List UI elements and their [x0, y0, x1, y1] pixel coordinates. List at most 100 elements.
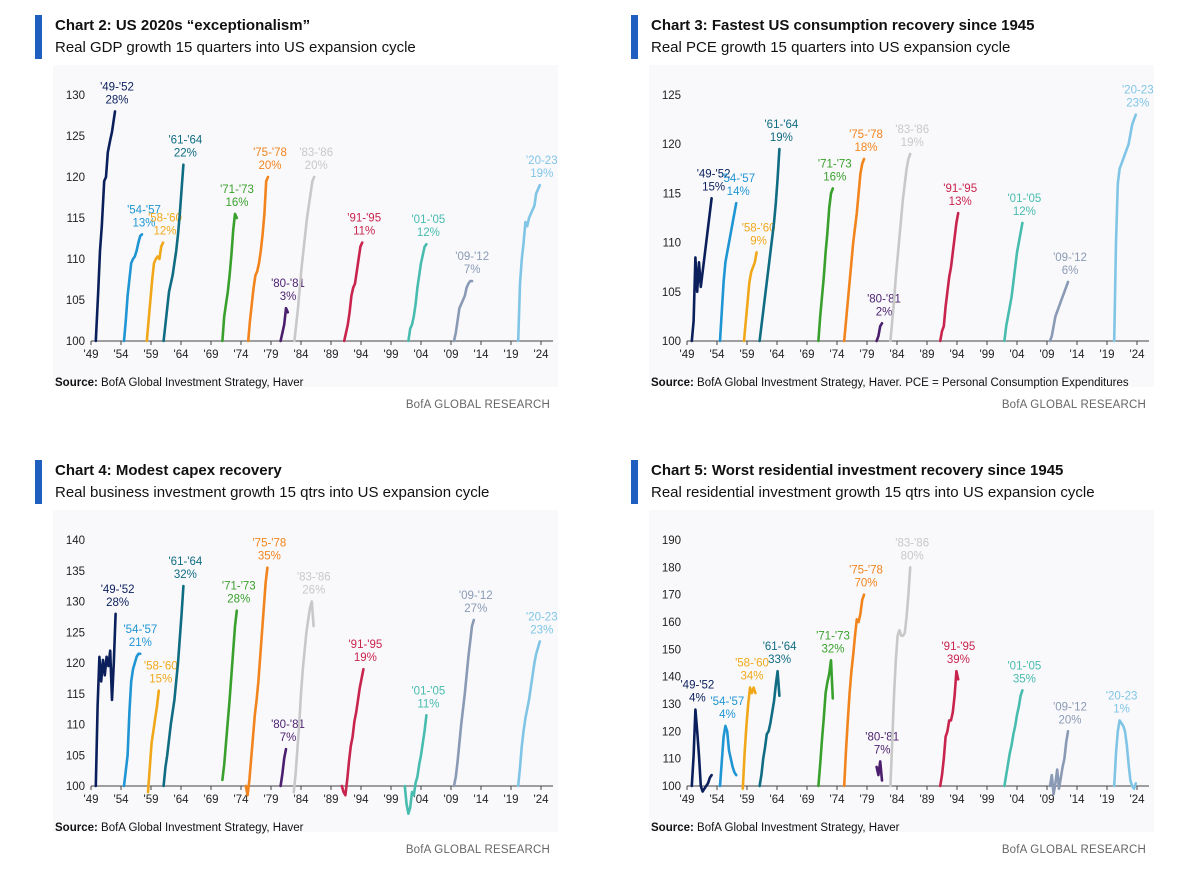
series-line	[342, 241, 364, 343]
series-line	[690, 708, 713, 793]
series-label: '09-'126%	[1053, 252, 1087, 277]
title-accent-bar	[35, 15, 42, 59]
series-name-label: '61-'64	[763, 641, 797, 653]
source-note: Source: BofA Global Investment Strategy,…	[55, 822, 303, 834]
series-line	[1112, 719, 1138, 791]
series-name-label: '54-'57	[721, 173, 755, 185]
series-value-label: 28%	[227, 594, 250, 606]
source-prefix: Source:	[55, 822, 98, 834]
source-text: BofA Global Investment Strategy, Haver	[697, 822, 900, 834]
series-line	[221, 212, 239, 343]
series-line	[718, 201, 738, 343]
series-line	[875, 760, 884, 782]
x-tick-label: '24	[534, 349, 550, 361]
series-value-label: 13%	[949, 196, 972, 208]
x-tick-label: '99	[980, 794, 995, 806]
title-accent-bar	[631, 15, 638, 59]
y-tick-label: 190	[662, 535, 681, 547]
series-value-label: 3%	[280, 291, 297, 303]
chart-subtitle: Real business investment growth 15 qtrs …	[55, 484, 490, 501]
series-line	[292, 600, 315, 794]
series-value-label: 16%	[823, 171, 846, 183]
x-tick-label: '14	[1070, 794, 1086, 806]
series-line	[1003, 221, 1024, 343]
series-value-label: 21%	[129, 637, 152, 649]
y-tick-label: 100	[662, 336, 681, 348]
chart-title: Chart 4: Modest capex recovery	[55, 462, 282, 479]
series-value-label: 16%	[225, 197, 248, 209]
series-line	[293, 175, 316, 343]
series-name-label: '01-'05	[1007, 193, 1041, 205]
y-tick-label: 160	[662, 617, 681, 629]
series-name-label: '80-'81	[271, 278, 305, 290]
series-line	[758, 669, 781, 788]
y-tick-label: 130	[66, 90, 85, 102]
y-tick-label: 105	[66, 750, 85, 762]
series-line	[246, 175, 270, 343]
chart-svg: 100 110 120 130 140 150 160 170 180 190 '49 '54 '59 '…	[662, 535, 1149, 806]
series-line	[122, 652, 142, 788]
series-name-label: '01-'05	[411, 214, 445, 226]
x-tick-label: '94	[354, 349, 370, 361]
source-note: Source: BofA Global Investment Strategy,…	[651, 377, 1129, 389]
series-value-label: 1%	[1113, 703, 1130, 715]
x-tick-label: '89	[920, 349, 935, 361]
series-name-label: '80-'81	[271, 719, 305, 731]
series-line	[407, 242, 428, 343]
chart-svg: 100 105 110 115 120 125 '49 '54 '59 '64 '69 '74 '79 '…	[662, 85, 1154, 361]
source-prefix: Source:	[55, 377, 98, 389]
series-label: '80-'813%	[271, 278, 305, 303]
source-note: Source: BofA Global Investment Strategy,…	[55, 377, 303, 389]
x-tick-label: '19	[504, 794, 519, 806]
series-label: '20-231%	[1106, 690, 1138, 715]
brand-label: BofA GLOBAL RESEARCH	[405, 399, 550, 411]
series-line	[94, 612, 117, 788]
y-tick-label: 110	[663, 754, 681, 766]
series-line	[279, 306, 290, 343]
series-name-label: '75-'78	[253, 147, 287, 159]
x-tick-label: '94	[354, 794, 370, 806]
series-name-label: '09-'12	[1053, 701, 1087, 713]
series-value-label: 12%	[417, 227, 440, 239]
y-tick-label: 100	[662, 781, 681, 793]
chart-panel-5: Chart 5: Worst residential investment re…	[631, 460, 1154, 870]
y-tick-label: 130	[66, 597, 85, 609]
plot-area: 100 105 110 115 120 125 130 135 140 '49 '54 '59 '64 '…	[53, 510, 558, 832]
series-label: '54-'574%	[710, 696, 744, 721]
series-label: '80-'817%	[271, 719, 305, 744]
series-value-label: 26%	[302, 585, 325, 597]
y-tick-label: 110	[67, 720, 85, 732]
series-value-label: 19%	[901, 137, 924, 149]
series-name-label: '58-'60	[144, 661, 178, 673]
y-tick-label: 110	[663, 238, 681, 250]
x-tick-label: '74	[830, 349, 846, 361]
y-tick-label: 105	[662, 287, 681, 299]
y-tick-label: 100	[66, 336, 85, 348]
series-label: '58-'609%	[742, 222, 776, 247]
series-label: '80-'817%	[865, 731, 899, 756]
series-line	[1048, 280, 1070, 343]
x-tick-label: '54	[710, 794, 726, 806]
y-tick-label: 140	[662, 672, 681, 684]
x-tick-label: '69	[800, 349, 815, 361]
series-line	[221, 609, 239, 782]
series-name-label: '49-'52	[697, 168, 731, 180]
series-name-label: '20-23	[1122, 85, 1154, 97]
x-tick-label: '49	[680, 794, 695, 806]
x-tick-label: '59	[740, 794, 755, 806]
x-tick-label: '84	[294, 794, 310, 806]
series-value-label: 20%	[258, 160, 281, 172]
x-tick-label: '84	[294, 349, 310, 361]
x-tick-label: '49	[84, 794, 99, 806]
series-value-label: 13%	[132, 217, 155, 229]
series-line	[146, 689, 161, 794]
series-value-label: 33%	[768, 654, 791, 666]
brand-label: BofA GLOBAL RESEARCH	[405, 844, 550, 856]
series-line	[516, 640, 542, 788]
series-line	[244, 566, 269, 797]
